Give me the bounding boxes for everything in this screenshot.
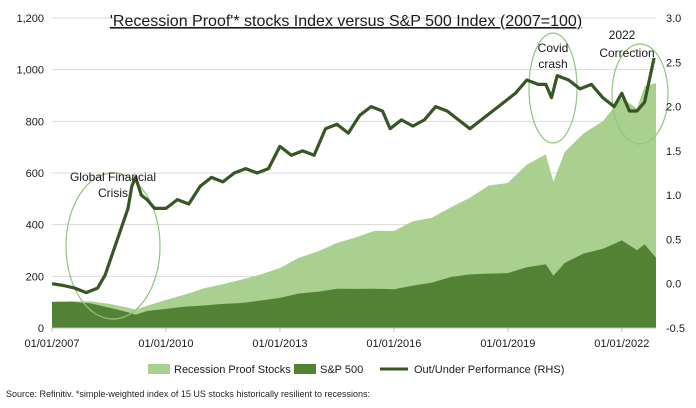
- y-left-tick-label: 200: [26, 271, 44, 283]
- area-sp500: [52, 240, 656, 328]
- x-tick-label: 01/01/2019: [480, 338, 535, 350]
- y-left-tick-label: 800: [26, 116, 44, 128]
- y-right-tick-label: 3.0: [666, 13, 681, 25]
- y-right-tick-label: 1.0: [666, 190, 681, 202]
- legend: Recession Proof Stocks S&P 500 Out/Under…: [148, 364, 564, 376]
- annotation-covid: Covid crash: [538, 41, 569, 71]
- y-left-tick-label: 1,200: [16, 13, 44, 25]
- source-note: Source: Refinitiv. *simple-weighted inde…: [6, 389, 370, 399]
- chart-title: 'Recession Proof'* stocks Index versus S…: [110, 13, 582, 30]
- legend-label-out-under: Out/Under Performance (RHS): [414, 364, 564, 376]
- legend-swatch-sp500: [294, 364, 316, 374]
- annotation-2022-line1: 2022: [609, 28, 636, 42]
- annotation-covid-line1: Covid: [538, 41, 569, 55]
- annotation-gfc-line1: Global Financial: [70, 170, 156, 184]
- y-right-tick-label: -0.5: [666, 323, 685, 335]
- axes: 0 200 400 600 800 1,000 1,200 -0.5 0.0 0.5 1.0 1.5 2…: [16, 13, 685, 350]
- area-series: [52, 83, 656, 328]
- legend-swatch-recession-proof: [148, 364, 170, 374]
- annotation-2022: 2022 Correction: [599, 28, 654, 60]
- y-right-tick-label: 0.5: [666, 234, 681, 246]
- x-tick-label: 01/01/2016: [366, 338, 421, 350]
- y-left-tick-label: 400: [26, 220, 44, 232]
- area-recession-proof: [52, 83, 656, 328]
- y-left-tick-label: 0: [38, 323, 44, 335]
- y-left-tick-label: 1,000: [16, 65, 44, 77]
- annotation-2022-line2: Correction: [599, 46, 654, 60]
- y-right-tick-label: 2.0: [666, 102, 681, 114]
- x-tick-label: 01/01/2007: [24, 338, 79, 350]
- y-right-tick-label: 0.0: [666, 279, 681, 291]
- x-tick-label: 01/01/2022: [594, 338, 649, 350]
- legend-label-sp500: S&P 500: [320, 364, 363, 376]
- line-series: [51, 57, 656, 295]
- y-left-tick-label: 600: [26, 168, 44, 180]
- y-right-tick-label: 1.5: [666, 146, 681, 158]
- annotation-gfc: Global Financial Crisis: [70, 170, 156, 200]
- y-right-tick-label: 2.5: [666, 57, 681, 69]
- annotation-covid-line2: crash: [538, 57, 567, 71]
- x-tick-label: 01/01/2013: [252, 338, 307, 350]
- legend-label-recession-proof: Recession Proof Stocks: [174, 364, 291, 376]
- annotation-gfc-ellipse: [65, 172, 161, 320]
- line-out-under-performance: [51, 57, 656, 295]
- x-tick-label: 01/01/2010: [138, 338, 193, 350]
- annotation-gfc-line2: Crisis: [98, 186, 128, 200]
- annotation-2022-ellipse: [611, 43, 669, 145]
